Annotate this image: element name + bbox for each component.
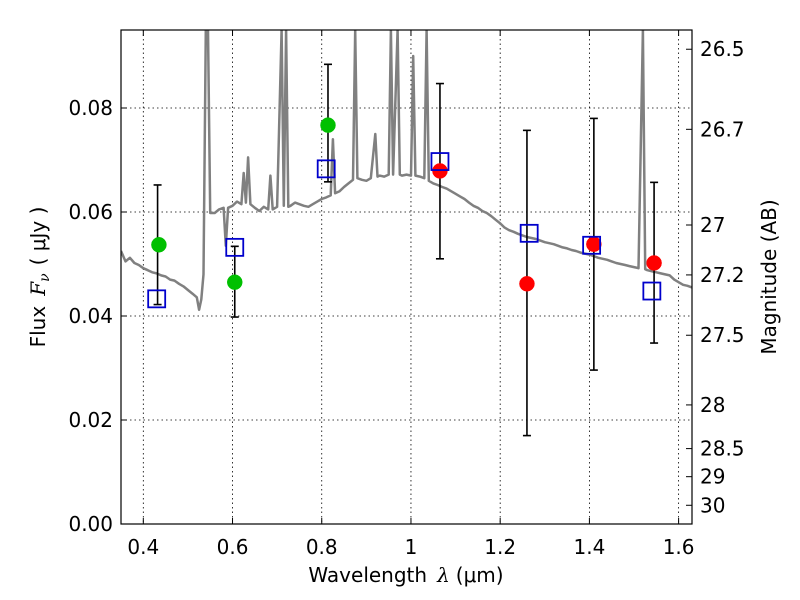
y-tick-label: 0.04 [68, 304, 113, 328]
model-bandpass-marker [316, 159, 336, 179]
x-axis-label-text: Wavelength [308, 563, 427, 587]
x-tick-label: 0.8 [306, 535, 338, 559]
x-tick-label: 0.6 [217, 535, 249, 559]
x-tick-label: 1 [405, 535, 418, 559]
model-bandpass-marker [430, 152, 450, 171]
y-axis-label-subscript: ν [37, 273, 53, 282]
x-axis-label: Wavelength λ (μm) [308, 563, 503, 587]
x-axis-label-unit: (μm) [456, 563, 504, 587]
y-axis-label-unit: ( μJy ) [26, 207, 50, 266]
marker-layer [147, 117, 662, 309]
y-tick-label: 0.00 [68, 512, 113, 536]
mag-tick-label: 27 [700, 213, 725, 237]
model-bandpass-marker [225, 237, 245, 257]
model-bandpass-marker [642, 281, 662, 301]
mag-tick-label: 26.5 [700, 37, 745, 61]
plot-frame [120, 29, 693, 525]
observed-red-marker [586, 236, 602, 252]
model-bandpass-marker [519, 223, 539, 243]
observed-red-marker [646, 255, 662, 271]
y-axis-label-text: Flux [26, 306, 50, 348]
x-tick-label: 1.2 [484, 535, 516, 559]
mag-tick-label: 28.5 [700, 437, 745, 461]
mag-tick-label: 30 [700, 493, 725, 517]
x-axis-label-symbol: λ [436, 563, 450, 587]
model-bandpass-marker [582, 235, 602, 255]
right-axis-label: Magnitude (AB) [757, 199, 781, 354]
plot-background [121, 30, 692, 524]
mag-tick-label: 29 [700, 465, 725, 489]
model-bandpass-marker [147, 289, 167, 309]
y-tick-label: 0.02 [68, 408, 113, 432]
y-tick-label: 0.08 [68, 96, 113, 120]
mag-tick-label: 28 [700, 393, 725, 417]
y-axis-label: Flux Fν ( μJy ) [26, 207, 53, 348]
observed-green-marker [151, 237, 167, 253]
observed-green-marker [320, 117, 336, 133]
x-tick-label: 1.4 [573, 535, 605, 559]
mag-tick-label: 27.5 [700, 323, 745, 347]
axis-ticks: 0.4 0.6 0.8 1 1.2 1.4 1.6 0.00 0.02 0.04 0.06 0.08 2… [68, 30, 745, 559]
y-axis-label-symbol: F [26, 281, 50, 297]
observed-red-marker [519, 276, 535, 292]
mag-tick-label: 27.2 [700, 263, 745, 287]
x-tick-label: 1.6 [663, 535, 695, 559]
observed-green-marker [227, 274, 243, 290]
mag-tick-label: 26.7 [700, 117, 745, 141]
x-tick-label: 0.4 [127, 535, 159, 559]
y-tick-label: 0.06 [68, 200, 113, 224]
